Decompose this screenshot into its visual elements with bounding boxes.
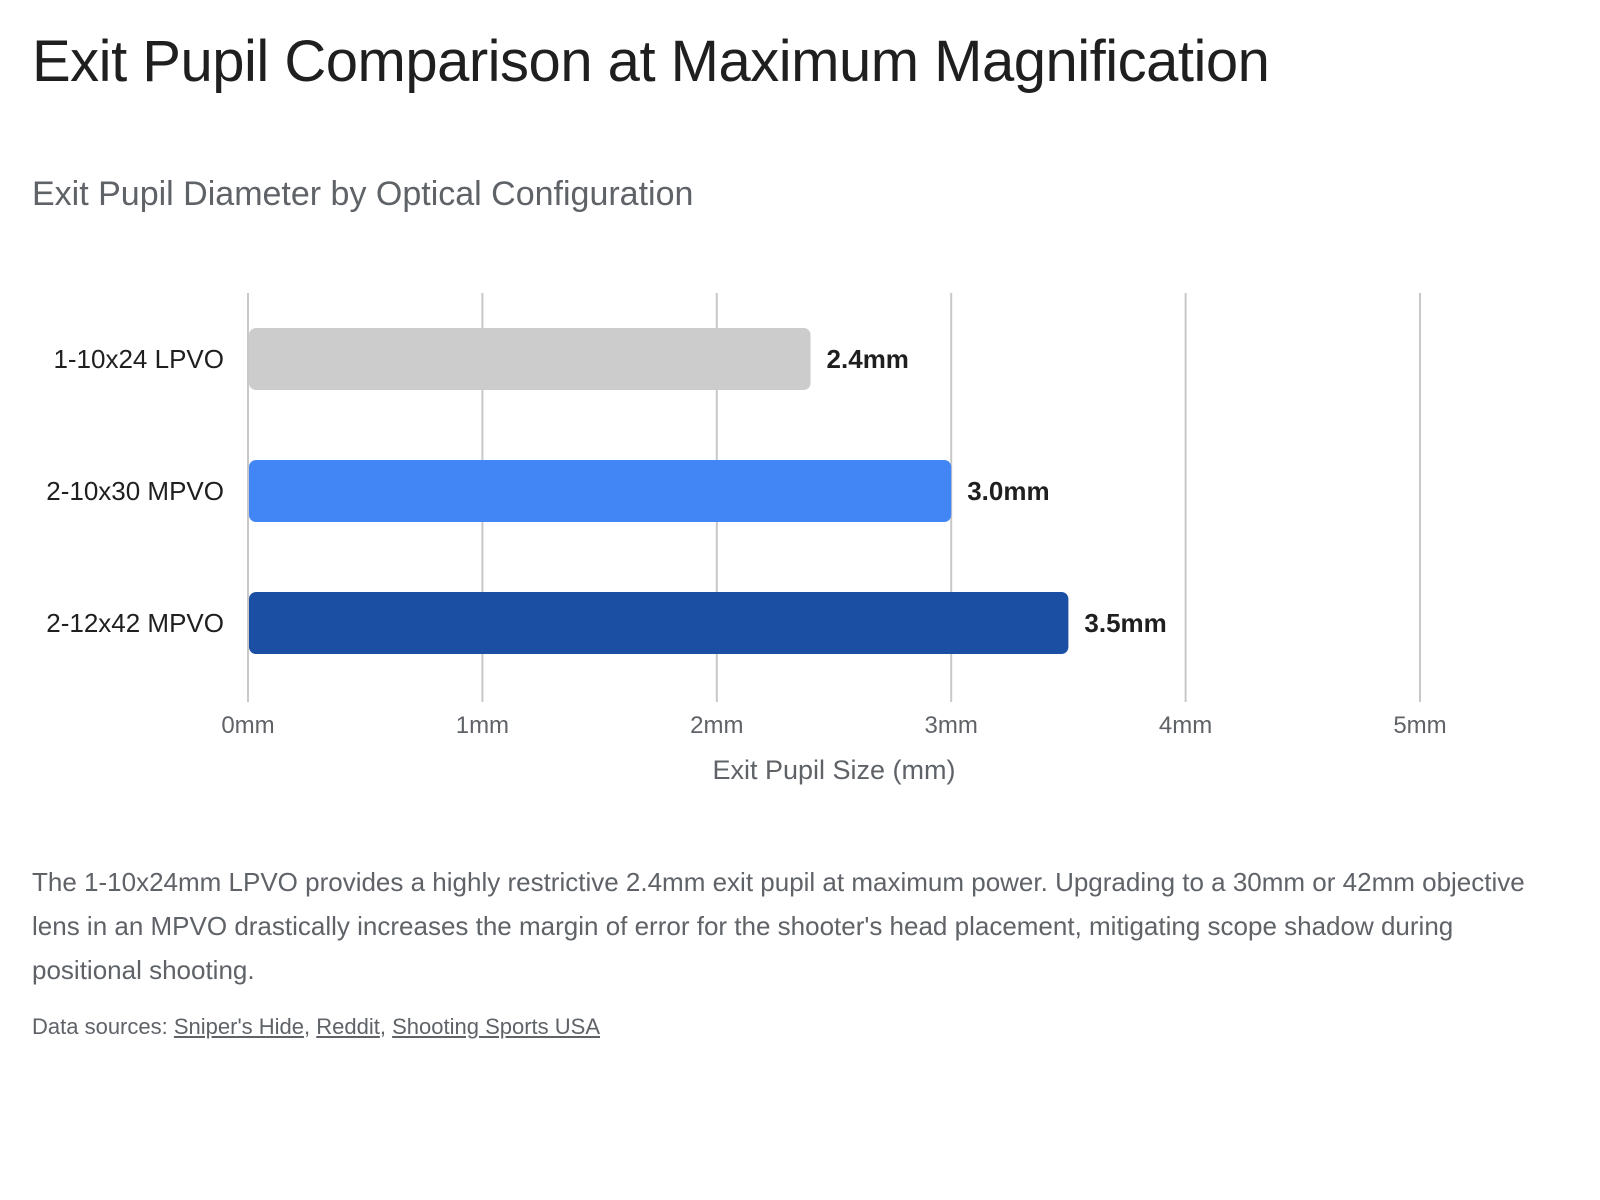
source-separator: , [304,1014,311,1039]
x-tick-label: 3mm [925,712,978,739]
bar-value-label: 3.5mm [1084,608,1166,638]
source-link-snipers-hide[interactable]: Sniper's Hide [173,1014,305,1039]
x-axis-label: Exit Pupil Size (mm) [712,755,955,785]
chart-description: The 1-10x24mm LPVO provides a highly res… [32,867,1525,985]
x-tick-label: 5mm [1393,712,1446,739]
data-sources: Data sources: Sniper's Hide, Reddit, Sho… [32,1014,600,1040]
labels: 0mm 1mm 2mm 3mm 4mm 5mm 1-10x24 LPVO 2.4mm 2-10x… [46,344,1446,785]
x-tick-label: 2mm [690,712,743,739]
chart-title: Exit Pupil Diameter by Optical Configura… [32,175,694,213]
x-tick-label: 4mm [1159,712,1212,739]
x-tick-label: 0mm [221,712,274,739]
source-separator: , [379,1014,386,1039]
y-category-label: 1-10x24 LPVO [53,344,224,374]
bar-value-label: 2.4mm [827,344,909,374]
y-category-label: 2-10x30 MPVO [46,476,224,506]
bars [249,328,1069,654]
bar [249,460,952,522]
page-title: Exit Pupil Comparison at Maximum Magnifi… [32,29,1270,94]
y-category-label: 2-12x42 MPVO [46,608,224,638]
source-link-reddit[interactable]: Reddit [316,1014,380,1039]
exit-pupil-bar-chart: 0mm 1mm 2mm 3mm 4mm 5mm 1-10x24 LPVO 2.4mm 2-10x… [46,293,1447,785]
bar [249,592,1069,654]
source-link-shooting-sports-usa[interactable]: Shooting Sports USA [392,1014,601,1039]
bar-value-label: 3.0mm [967,476,1049,506]
x-tick-label: 1mm [456,712,509,739]
bar [249,328,811,390]
sources-label: Data sources: [32,1014,168,1039]
